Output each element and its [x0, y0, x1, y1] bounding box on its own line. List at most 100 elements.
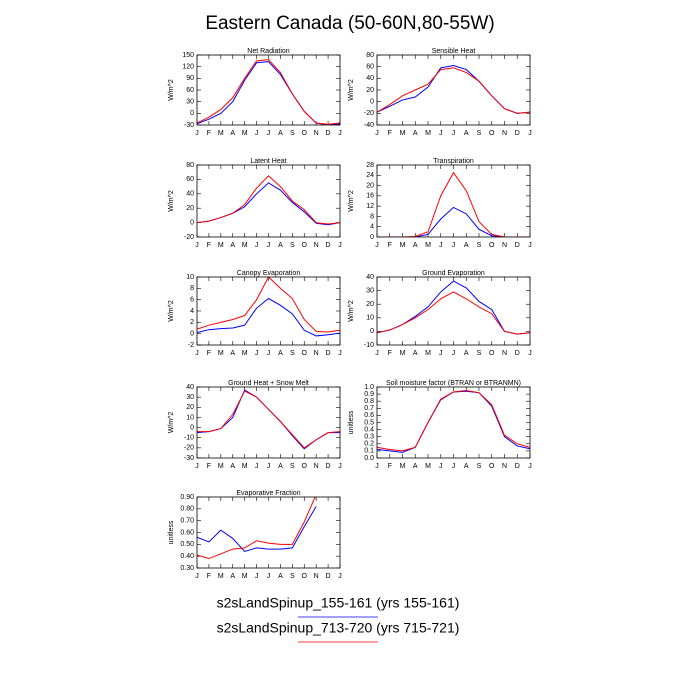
x-tick-label: A	[230, 242, 235, 249]
y-axis-label: unitless	[348, 410, 355, 434]
x-tick-label: M	[400, 130, 406, 137]
panel-title: Ground Heat + Snow Melt	[228, 380, 309, 387]
x-tick-label: J	[338, 130, 342, 137]
x-tick-label: J	[255, 350, 259, 357]
x-tick-label: J	[375, 242, 379, 249]
y-tick-label: 60	[366, 64, 374, 71]
y-tick-label: 40	[186, 384, 194, 391]
legend-label: s2sLandSpinup_713-720 (yrs 715-721)	[217, 620, 460, 636]
x-tick-label: J	[255, 242, 259, 249]
x-tick-label: J	[255, 573, 259, 580]
y-tick-label: 0.70	[180, 518, 194, 525]
x-tick-label: J	[267, 130, 271, 137]
y-tick-label: 10	[186, 274, 194, 281]
x-tick-label: M	[218, 130, 224, 137]
x-tick-label: A	[464, 130, 469, 137]
x-tick-label: A	[464, 242, 469, 249]
panel-title: Soil moisture factor (BTRAN or BTRANMN)	[386, 380, 521, 387]
x-tick-label: N	[314, 130, 319, 137]
y-axis-label: W/m^2	[348, 300, 355, 322]
x-tick-label: D	[326, 350, 331, 357]
x-tick-label: J	[267, 242, 271, 249]
y-tick-label: -20	[184, 234, 194, 241]
series-line	[197, 297, 340, 337]
y-axis-label: W/m^2	[168, 300, 175, 322]
y-tick-label: 28	[366, 162, 374, 169]
series-line	[377, 64, 530, 114]
x-tick-label: O	[302, 242, 308, 249]
y-tick-label: 20	[366, 87, 374, 94]
x-tick-label: J	[439, 130, 443, 137]
y-tick-label: 0.30	[180, 565, 194, 572]
series-line	[377, 171, 530, 237]
y-tick-label: 80	[186, 162, 194, 169]
panel-title: Transpiration	[433, 158, 474, 165]
series-line	[197, 389, 340, 450]
y-tick-label: 80	[366, 52, 374, 59]
y-tick-label: 1.0	[364, 384, 374, 391]
y-tick-label: 20	[186, 205, 194, 212]
panel-title: Net Radiation	[247, 48, 290, 55]
y-tick-label: 0.90	[180, 494, 194, 501]
x-tick-label: M	[425, 242, 431, 249]
legend-label: s2sLandSpinup_155-161 (yrs 155-161)	[217, 595, 460, 611]
y-tick-label: 120	[182, 64, 194, 71]
x-tick-label: A	[413, 463, 418, 470]
x-tick-label: M	[400, 463, 406, 470]
y-tick-label: 0.6	[364, 412, 374, 419]
x-tick-label: A	[464, 350, 469, 357]
x-tick-label: F	[388, 463, 392, 470]
x-tick-label: J	[267, 573, 271, 580]
series-line	[377, 390, 530, 452]
y-tick-label: 0.40	[180, 553, 194, 560]
x-tick-label: O	[302, 573, 308, 580]
y-tick-label: -30	[184, 122, 194, 129]
x-tick-label: J	[338, 573, 342, 580]
y-tick-label: 90	[186, 75, 194, 82]
x-tick-label: S	[290, 463, 295, 470]
x-tick-label: J	[195, 242, 199, 249]
x-tick-label: M	[218, 242, 224, 249]
x-tick-label: A	[230, 350, 235, 357]
series-line	[377, 390, 530, 453]
series-line	[197, 61, 340, 125]
y-tick-label: 0.4	[364, 426, 374, 433]
y-tick-label: 60	[186, 176, 194, 183]
x-tick-label: M	[218, 350, 224, 357]
y-tick-label: 20	[366, 301, 374, 308]
x-tick-label: S	[477, 130, 482, 137]
y-tick-label: 10	[366, 315, 374, 322]
y-tick-label: 0.80	[180, 506, 194, 513]
x-tick-label: D	[326, 463, 331, 470]
series-line	[197, 59, 340, 125]
series-line	[377, 206, 530, 237]
series-line	[377, 291, 530, 335]
x-tick-label: A	[278, 463, 283, 470]
x-tick-label: J	[267, 463, 271, 470]
series-line	[197, 390, 340, 449]
x-tick-label: F	[388, 350, 392, 357]
panel-title: Evaporative Fraction	[236, 490, 300, 497]
x-tick-label: O	[489, 242, 495, 249]
x-tick-label: J	[338, 350, 342, 357]
x-tick-label: J	[338, 463, 342, 470]
y-tick-label: 8	[190, 285, 194, 292]
panel-title: Sensible Heat	[432, 48, 476, 55]
y-tick-label: 0	[190, 331, 194, 338]
y-tick-label: 0.50	[180, 541, 194, 548]
plot-frame	[196, 386, 341, 459]
x-tick-label: N	[314, 573, 319, 580]
x-tick-label: A	[278, 242, 283, 249]
y-tick-label: 30	[186, 99, 194, 106]
x-tick-label: F	[207, 463, 211, 470]
x-tick-label: D	[326, 130, 331, 137]
y-axis-label: W/m^2	[168, 79, 175, 101]
x-tick-label: O	[489, 130, 495, 137]
plot-frame	[196, 164, 341, 238]
x-tick-label: J	[528, 130, 532, 137]
y-tick-label: -10	[364, 342, 374, 349]
plot-frame	[376, 164, 531, 238]
x-tick-label: D	[515, 242, 520, 249]
x-tick-label: N	[314, 463, 319, 470]
